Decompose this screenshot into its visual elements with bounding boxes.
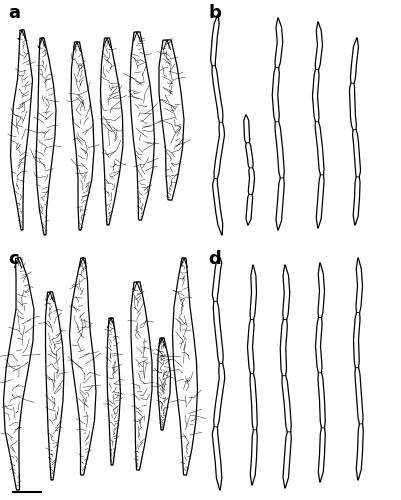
Polygon shape: [69, 258, 96, 475]
Polygon shape: [316, 263, 325, 482]
Polygon shape: [101, 38, 123, 225]
Polygon shape: [213, 258, 225, 490]
Polygon shape: [10, 30, 32, 230]
Polygon shape: [131, 282, 152, 470]
Text: c: c: [8, 250, 18, 268]
Polygon shape: [4, 258, 34, 490]
Polygon shape: [159, 40, 184, 200]
Polygon shape: [158, 338, 170, 430]
Polygon shape: [354, 258, 363, 480]
Polygon shape: [244, 115, 255, 225]
Polygon shape: [172, 258, 197, 475]
Polygon shape: [312, 22, 324, 228]
Text: d: d: [208, 250, 221, 268]
Polygon shape: [130, 32, 154, 220]
Polygon shape: [272, 18, 284, 230]
Polygon shape: [280, 265, 291, 488]
Text: a: a: [8, 4, 20, 22]
Polygon shape: [247, 265, 257, 485]
Polygon shape: [107, 318, 120, 465]
Polygon shape: [36, 38, 56, 235]
Polygon shape: [46, 292, 64, 480]
Polygon shape: [350, 38, 360, 225]
Polygon shape: [71, 42, 94, 230]
Polygon shape: [211, 15, 225, 235]
Text: b: b: [208, 4, 221, 22]
